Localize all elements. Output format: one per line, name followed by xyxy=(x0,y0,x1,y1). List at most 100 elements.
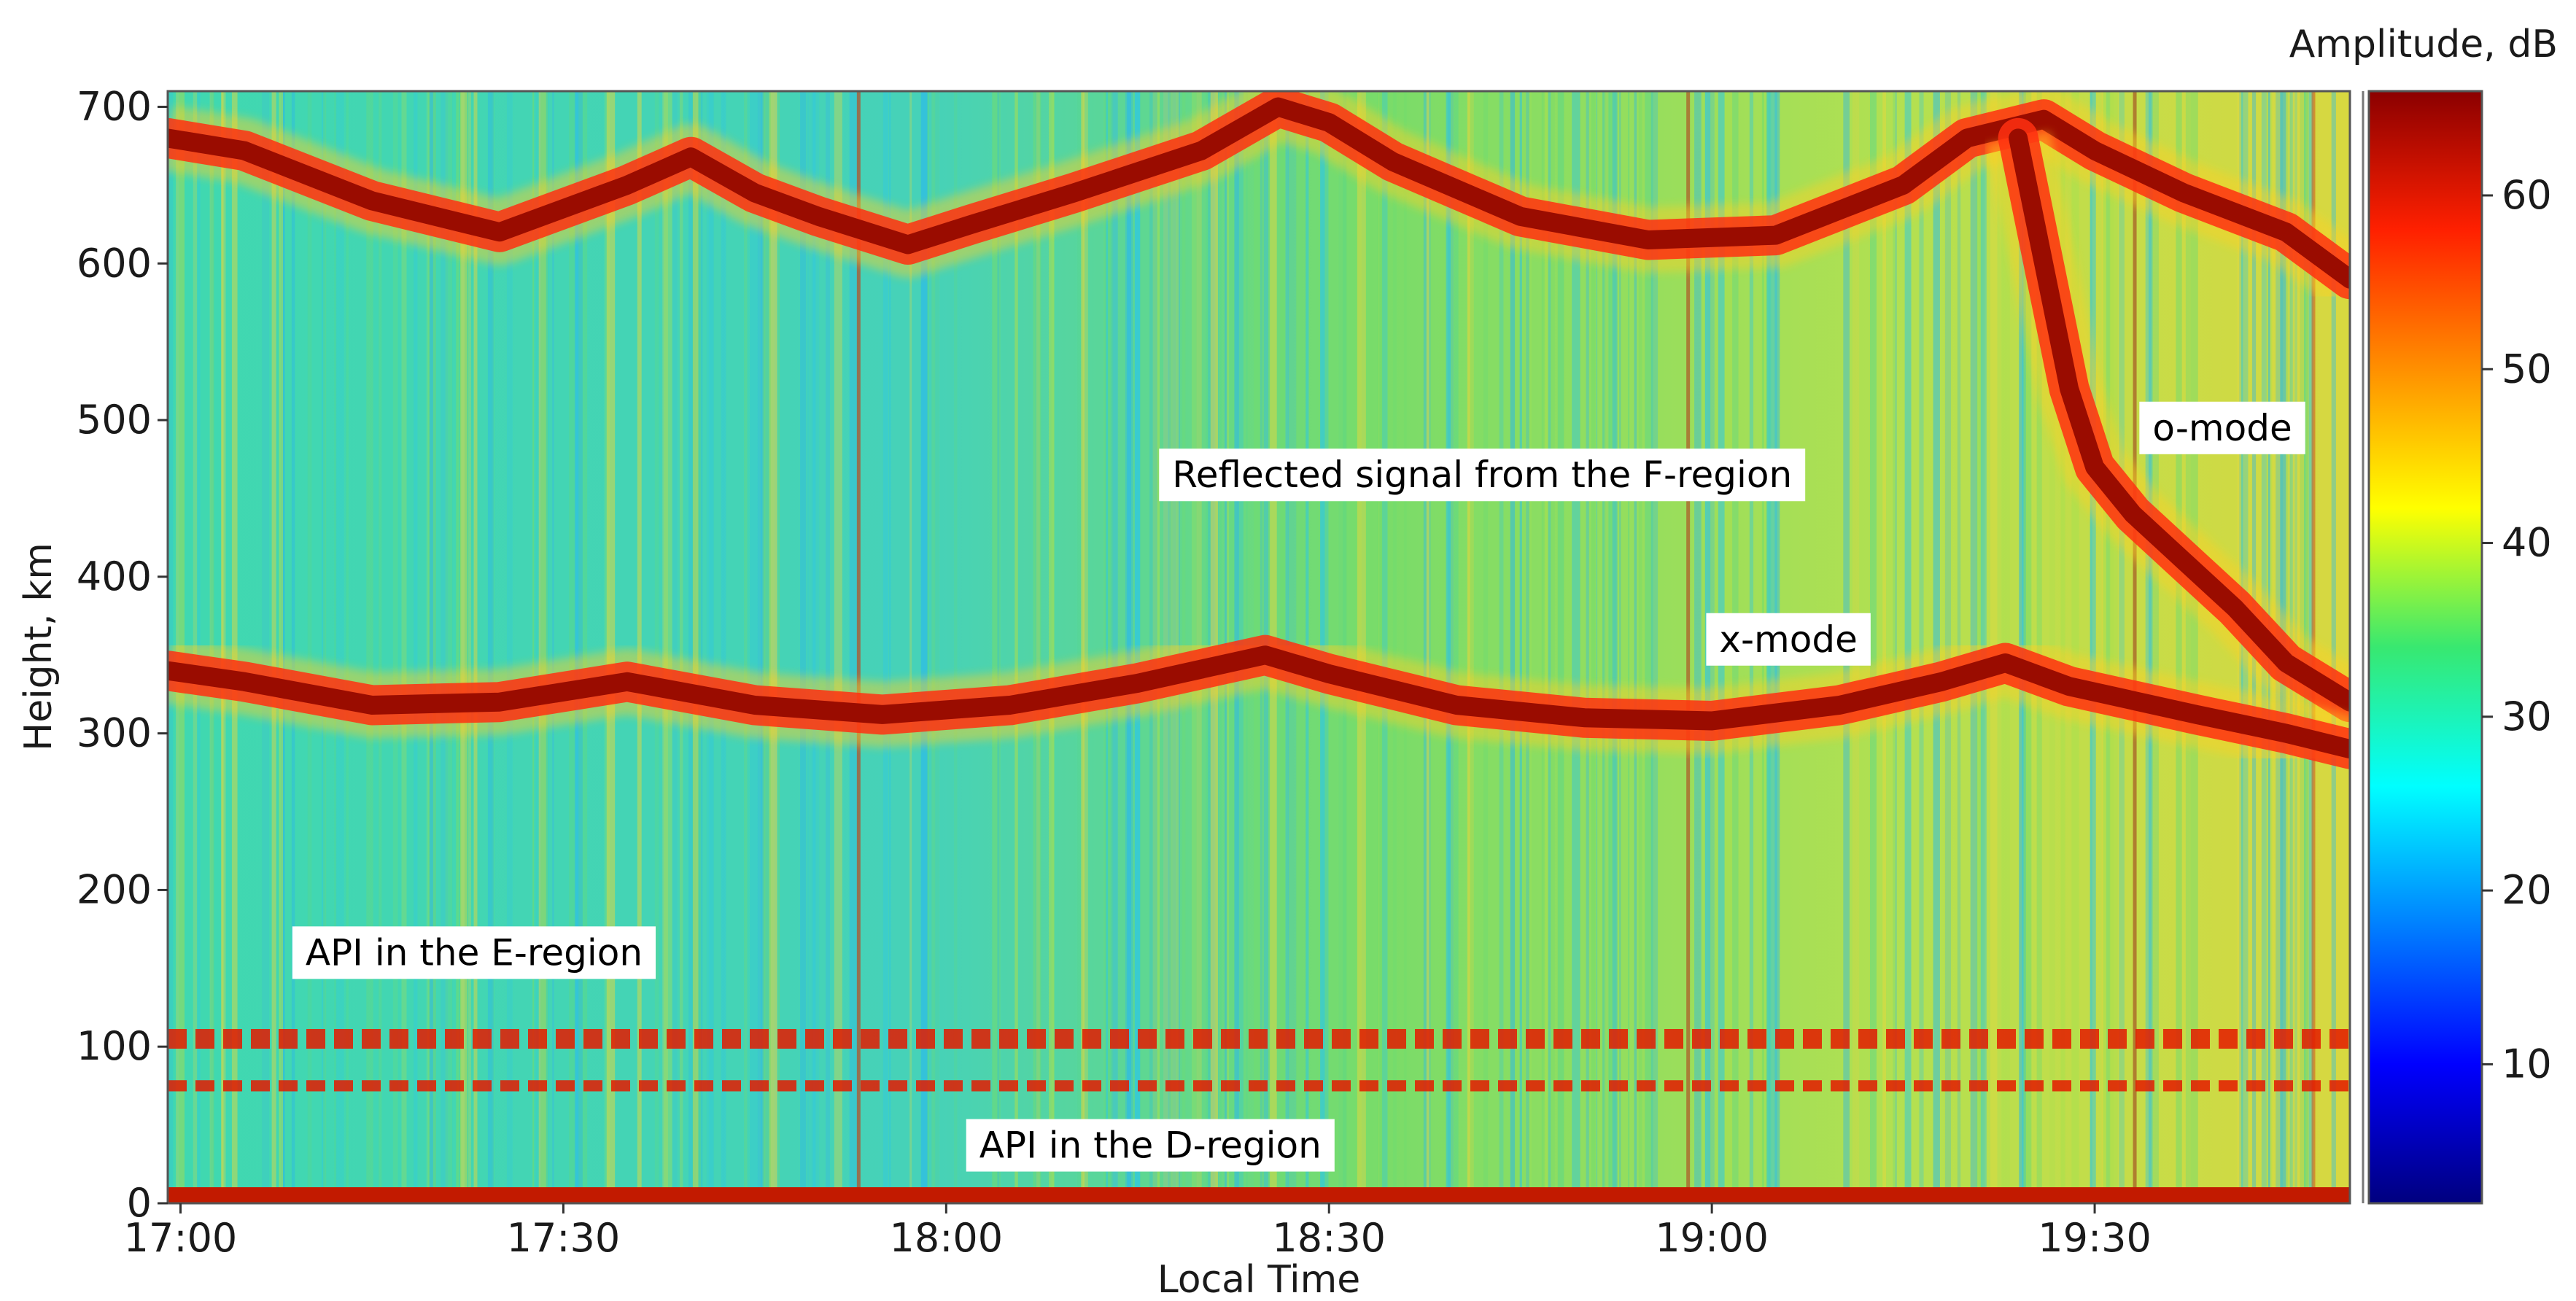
noise-stripe xyxy=(392,91,398,1203)
colorbar-tick-label: 60 xyxy=(2502,172,2552,218)
noise-stripe xyxy=(1933,91,1940,1203)
noise-stripe xyxy=(1869,91,1877,1203)
noise-stripe xyxy=(834,91,842,1203)
noise-stripe xyxy=(706,91,714,1203)
noise-stripe xyxy=(662,91,668,1203)
noise-stripe xyxy=(1499,91,1504,1203)
plot-frame xyxy=(166,90,2351,1205)
noise-stripe xyxy=(2071,91,2079,1203)
x-tick-label: 18:00 xyxy=(890,1215,1004,1261)
plot-area xyxy=(166,90,2351,1205)
noise-stripe xyxy=(2101,91,2104,1203)
annotation-box xyxy=(292,926,656,979)
noise-stripe xyxy=(1077,91,1083,1203)
noise-stripe xyxy=(414,91,418,1203)
noise-stripe xyxy=(1919,91,1924,1203)
noise-stripe xyxy=(807,91,810,1203)
noise-stripe xyxy=(459,91,468,1203)
annotation-text: API in the D-region xyxy=(979,1125,1322,1167)
noise-stripe xyxy=(757,91,765,1203)
annotation-box xyxy=(1159,448,1806,502)
annotations: Reflected signal from the F-region o-mode… xyxy=(292,401,2305,1172)
annotation: x-mode xyxy=(1706,613,1871,666)
noise-stripe xyxy=(1895,91,1897,1203)
noise-stripe xyxy=(672,91,678,1203)
noise-stripe xyxy=(921,91,928,1203)
noise-stripe xyxy=(1694,91,1702,1203)
noise-stripe xyxy=(441,91,449,1203)
noise-stripe xyxy=(1602,91,1605,1203)
noise-stripe xyxy=(769,91,777,1203)
colorbar-gradient xyxy=(2367,90,2483,1205)
noise-stripe xyxy=(2108,91,2114,1203)
noise-stripe xyxy=(1454,91,1459,1203)
trace-core xyxy=(168,645,2350,759)
noise-stripe xyxy=(1082,91,1085,1203)
noise-stripe xyxy=(762,91,766,1203)
noise-stripe xyxy=(1591,91,1596,1203)
noise-stripe xyxy=(1612,91,1618,1203)
annotation-box xyxy=(2139,401,2305,454)
noise-stripe xyxy=(1586,91,1589,1203)
noise-stripe xyxy=(1105,91,1114,1203)
noise-stripe xyxy=(1628,91,1630,1203)
noise-stripe xyxy=(1483,91,1489,1203)
noise-stripe xyxy=(291,91,295,1203)
noise-stripe xyxy=(750,91,759,1203)
noise-stripe xyxy=(2111,91,2118,1203)
noise-stripe xyxy=(1446,91,1451,1203)
noise-stripe xyxy=(935,91,939,1203)
noise-stripe xyxy=(1426,91,1429,1203)
noise-stripe xyxy=(1605,91,1608,1203)
noise-stripe xyxy=(1645,91,1653,1203)
noise-stripe xyxy=(931,91,940,1203)
noise-stripe xyxy=(664,91,672,1203)
y-tick-label: 0 xyxy=(127,1180,152,1226)
noise-stripe xyxy=(506,91,513,1203)
y-tick-label: 400 xyxy=(77,554,152,599)
y-axis-ticks: 0 100 200 300 400 500 600 700 xyxy=(77,83,168,1226)
noise-stripe xyxy=(997,91,1000,1203)
noise-stripe xyxy=(761,91,770,1203)
noise-stripe xyxy=(1602,91,1611,1203)
noise-stripe xyxy=(569,91,575,1203)
noise-stripe xyxy=(1596,91,1598,1203)
noise-stripe xyxy=(535,91,538,1203)
noise-stripe xyxy=(1357,91,1366,1203)
noise-stripe xyxy=(1634,91,1637,1203)
noise-stripe xyxy=(1049,91,1055,1203)
noise-stripe xyxy=(1510,91,1516,1203)
noise-stripe xyxy=(1638,91,1642,1203)
annotation: API in the D-region xyxy=(966,1119,1335,1172)
noise-stripe xyxy=(2106,91,2111,1203)
y-axis-title: Height, km xyxy=(17,543,61,751)
y-tick-label: 600 xyxy=(77,240,152,286)
noise-stripe xyxy=(606,91,616,1203)
annotation-text: API in the E-region xyxy=(306,931,643,974)
colorbar-tick-label: 20 xyxy=(2502,867,2552,913)
y-tick-label: 200 xyxy=(77,866,152,912)
noise-stripe xyxy=(1015,91,1018,1203)
noise-stripe xyxy=(2148,91,2152,1203)
noise-stripe xyxy=(1392,91,1397,1203)
noise-stripe xyxy=(271,91,276,1203)
noise-stripe xyxy=(800,91,807,1203)
noise-stripe xyxy=(721,91,726,1203)
noise-stripe xyxy=(1467,91,1474,1203)
noise-stripe xyxy=(1543,91,1548,1203)
noise-stripe xyxy=(575,91,583,1203)
colorbar-tick-label: 40 xyxy=(2502,520,2552,566)
noise-stripe xyxy=(322,91,327,1203)
noise-stripe xyxy=(322,91,325,1203)
noise-stripe xyxy=(1526,91,1529,1203)
y-tick-label: 500 xyxy=(77,397,152,443)
x-tick-label: 19:00 xyxy=(1655,1215,1769,1261)
noise-stripe xyxy=(708,91,714,1203)
noise-stripe xyxy=(992,91,1001,1203)
noise-stripe xyxy=(456,91,459,1203)
x-tick-label: 19:30 xyxy=(2038,1215,2152,1261)
noise-stripe xyxy=(1557,91,1564,1203)
noise-stripe xyxy=(1378,91,1380,1203)
noise-stripe xyxy=(2185,91,2190,1203)
noise-stripe xyxy=(654,91,659,1203)
